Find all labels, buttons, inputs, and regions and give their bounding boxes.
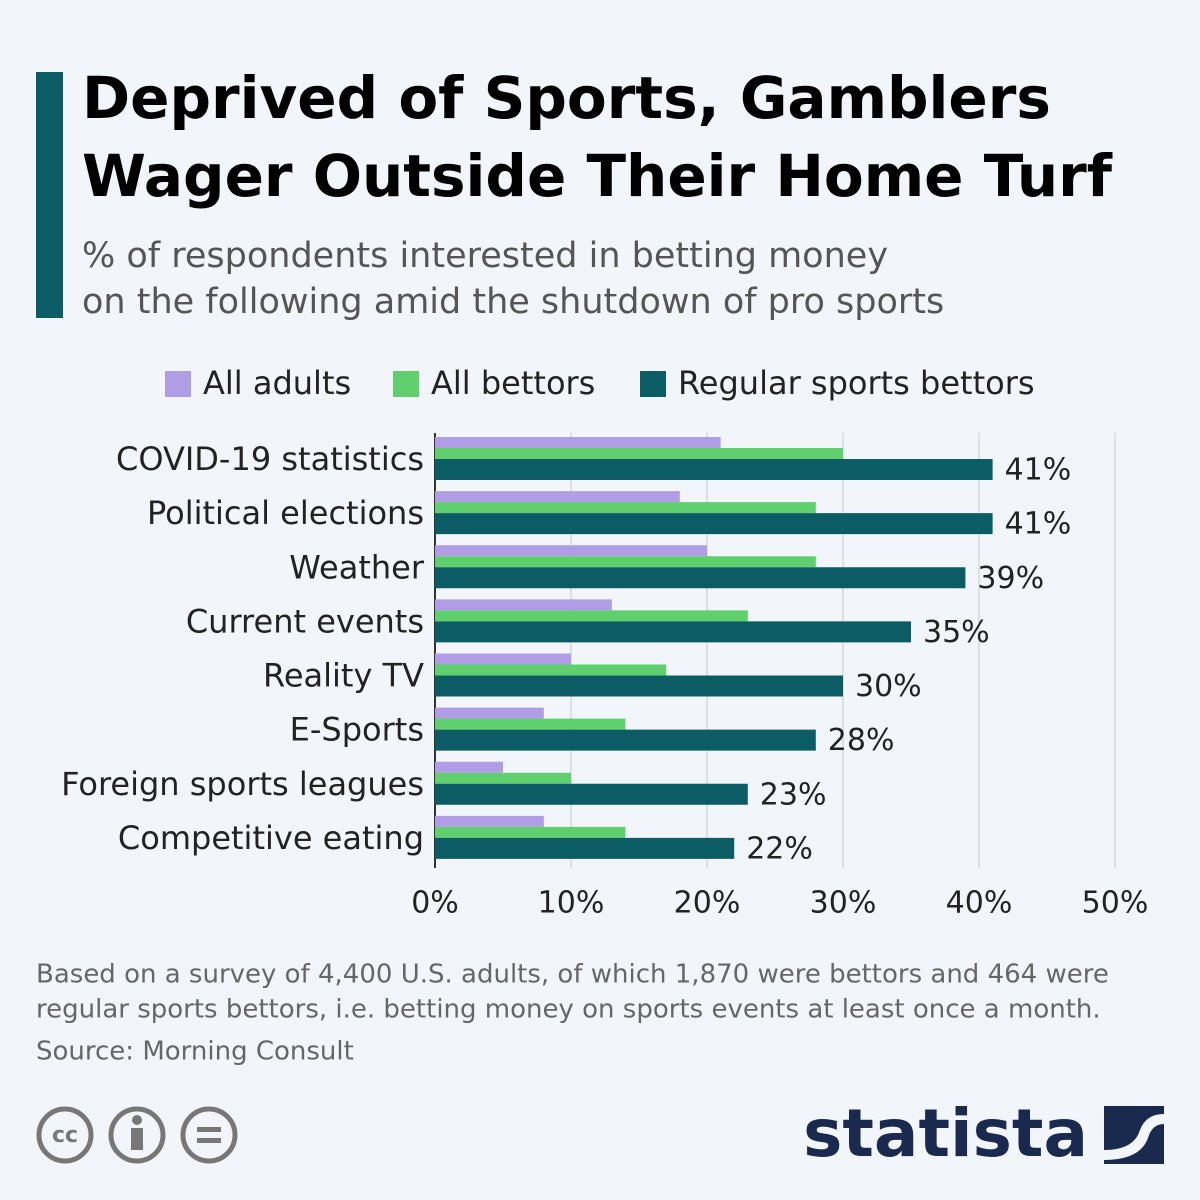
bar <box>435 729 816 751</box>
bar <box>435 610 748 622</box>
bar <box>435 567 966 589</box>
brand: statista <box>803 1095 1088 1172</box>
bar <box>435 675 843 697</box>
value-label: 28% <box>828 723 895 758</box>
bar <box>435 826 626 838</box>
x-tick-label: 50% <box>1082 886 1149 921</box>
bar <box>435 491 680 503</box>
bar <box>435 459 993 480</box>
y-tick-label: Reality TV <box>263 657 424 695</box>
bar <box>435 599 612 611</box>
source: Source: Morning Consult <box>36 1037 354 1067</box>
x-tick-label: 40% <box>946 886 1013 921</box>
value-label: 35% <box>923 615 990 650</box>
chart-title: Wager Outside Their Home Turf <box>82 142 1113 210</box>
title-accent <box>36 72 63 318</box>
bar <box>435 664 667 676</box>
nd-icon <box>197 1127 221 1143</box>
bar <box>435 556 816 568</box>
bar <box>435 772 571 784</box>
value-label: 30% <box>855 669 922 704</box>
value-label: 41% <box>1005 507 1072 542</box>
bar <box>435 437 721 448</box>
bar <box>435 783 748 805</box>
bar <box>435 815 544 827</box>
bar <box>435 448 843 459</box>
y-tick-label: Foreign sports leagues <box>61 765 424 803</box>
cc-icon: cc <box>52 1123 78 1148</box>
bar <box>435 653 571 665</box>
x-tick-label: 20% <box>674 886 741 921</box>
by-icon <box>131 1115 143 1150</box>
bar <box>435 837 735 859</box>
y-tick-label: Current events <box>186 602 424 640</box>
chart-subtitle: % of respondents interested in betting m… <box>82 236 888 276</box>
y-tick-label: E-Sports <box>290 711 424 749</box>
footnote: Based on a survey of 4,400 U.S. adults, … <box>36 960 1109 990</box>
bar <box>435 502 816 514</box>
x-tick-label: 0% <box>411 886 459 921</box>
value-label: 41% <box>1005 453 1072 488</box>
value-label: 39% <box>977 561 1044 596</box>
brand-logo <box>1104 1106 1164 1164</box>
y-tick-label: Political elections <box>147 494 424 532</box>
legend-swatch <box>165 371 191 397</box>
bar <box>435 513 993 535</box>
bar <box>435 761 503 773</box>
legend-label: All adults <box>203 364 351 402</box>
footnote: regular sports bettors, i.e. betting mon… <box>36 995 1101 1025</box>
y-tick-label: Weather <box>289 548 425 586</box>
legend-swatch <box>640 371 666 397</box>
bar <box>435 718 626 730</box>
y-tick-label: COVID-19 statistics <box>116 440 424 478</box>
license-icons <box>36 1106 238 1164</box>
chart-subtitle: on the following amid the shutdown of pr… <box>82 282 944 322</box>
bar <box>435 707 544 719</box>
bar <box>435 621 911 643</box>
legend-label: Regular sports bettors <box>678 364 1035 402</box>
x-tick-label: 30% <box>810 886 877 921</box>
value-label: 22% <box>746 831 813 866</box>
chart-title: Deprived of Sports, Gamblers <box>82 64 1051 132</box>
bar <box>435 545 707 557</box>
legend-label: All bettors <box>431 364 595 402</box>
value-label: 23% <box>760 777 827 812</box>
x-tick-label: 10% <box>538 886 605 921</box>
y-tick-label: Competitive eating <box>118 819 424 857</box>
legend-swatch <box>393 371 419 397</box>
